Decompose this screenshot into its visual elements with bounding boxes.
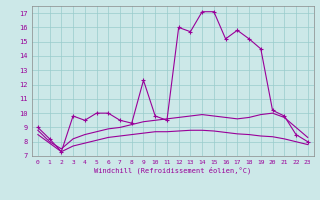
X-axis label: Windchill (Refroidissement éolien,°C): Windchill (Refroidissement éolien,°C): [94, 167, 252, 174]
